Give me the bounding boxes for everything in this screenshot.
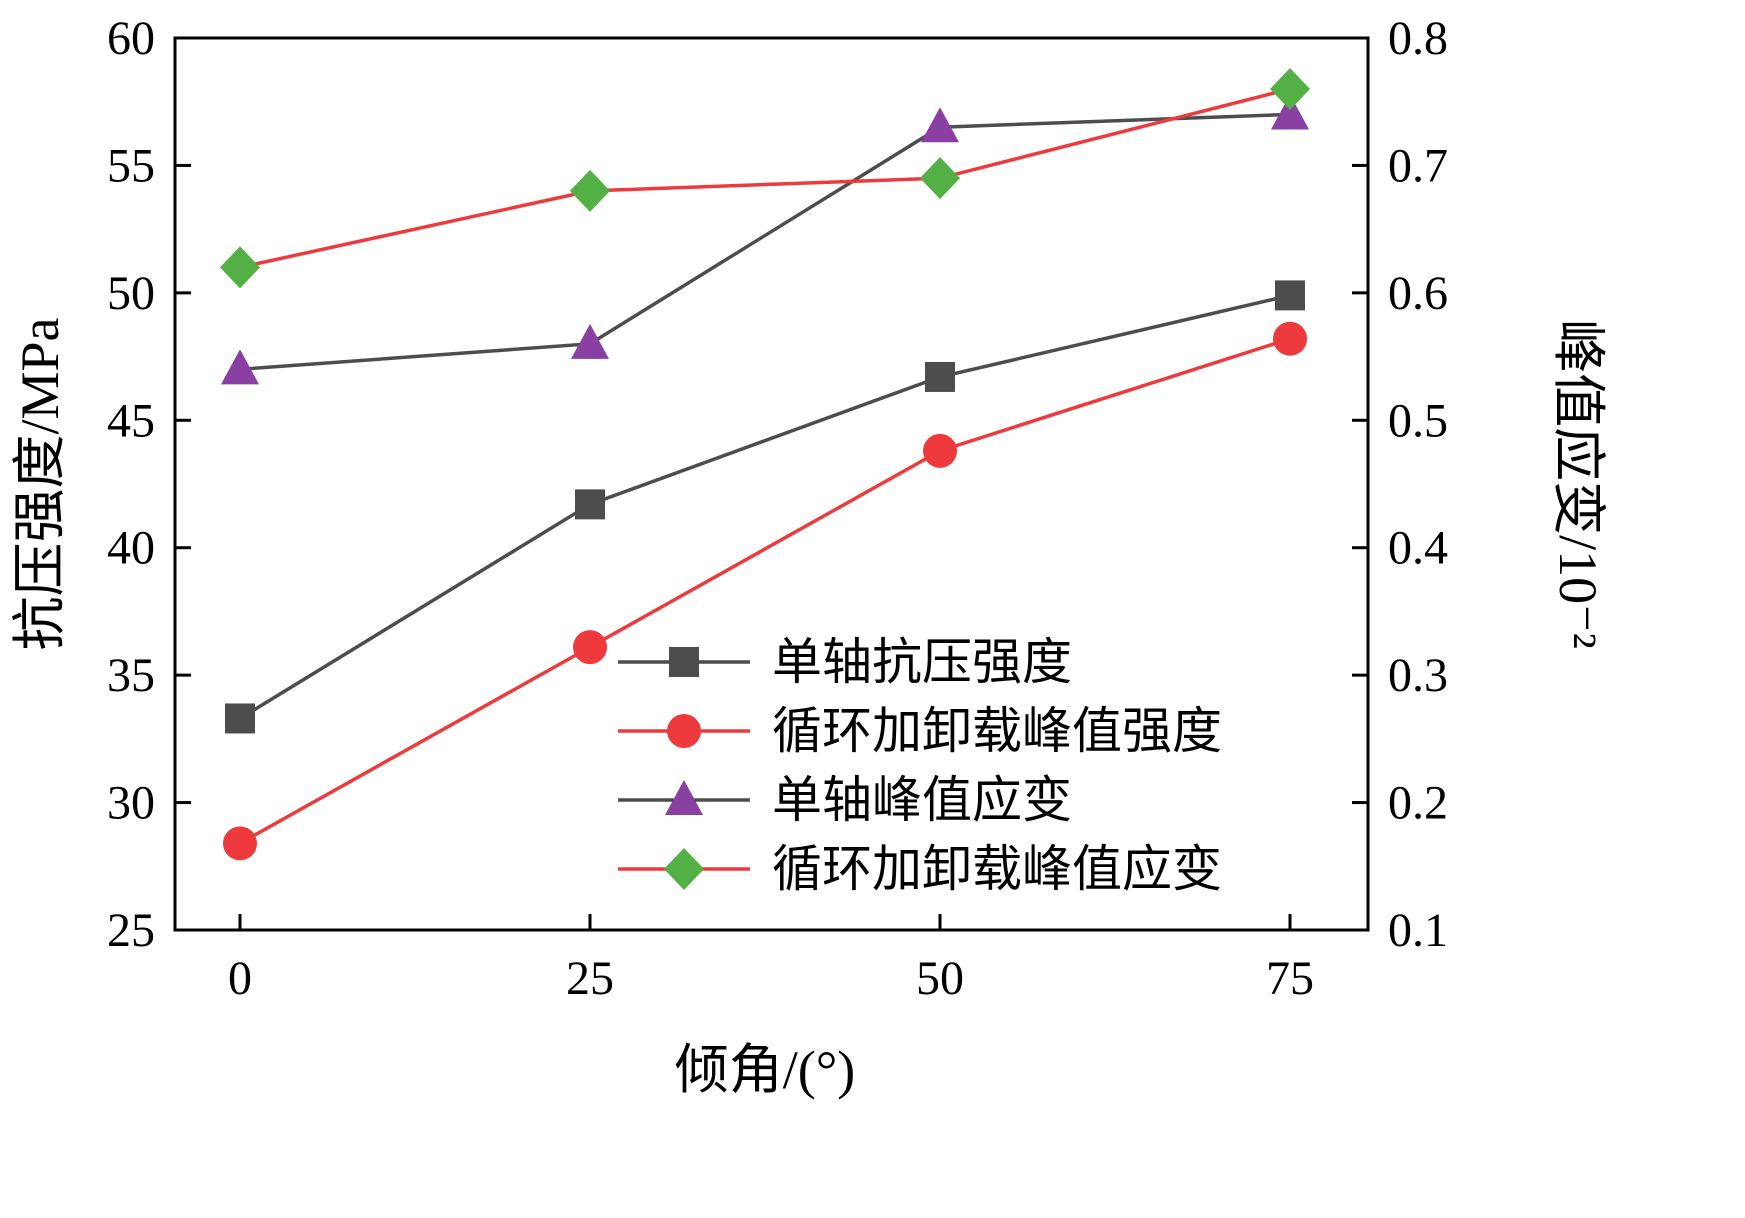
- right-axis-tick-label: 0.6: [1388, 267, 1448, 320]
- diamond-marker: [664, 848, 704, 890]
- right-axis-tick-label: 0.7: [1388, 139, 1448, 192]
- triangle-marker: [571, 323, 609, 359]
- triangle-marker: [1271, 94, 1309, 130]
- legend-label: 单轴峰值应变: [772, 772, 1072, 828]
- left-axis-tick-label: 30: [107, 777, 155, 830]
- diamond-marker: [920, 157, 960, 200]
- plot-frame: [173, 36, 1370, 932]
- x-axis-tick-label: 25: [566, 952, 614, 1005]
- left-axis-tick-label: 35: [107, 649, 155, 702]
- circle-marker: [667, 714, 701, 748]
- triangle-marker: [221, 349, 259, 385]
- circle-marker: [573, 630, 607, 665]
- triangle-marker: [665, 780, 703, 815]
- left-axis-tick-label: 45: [107, 394, 155, 447]
- series-line: [239, 87, 1291, 270]
- left-axis-tick-label: 25: [107, 904, 155, 957]
- legend-label: 单轴抗压强度: [772, 634, 1072, 690]
- diamond-marker: [570, 169, 610, 212]
- right-axis-title: 峰值应变/10⁻²: [1548, 319, 1608, 649]
- right-axis-tick-label: 0.5: [1388, 394, 1448, 447]
- series-line: [239, 112, 1291, 372]
- right-axis-tick-label: 0.8: [1388, 12, 1448, 65]
- diamond-marker: [220, 246, 260, 289]
- right-axis-tick-label: 0.3: [1388, 649, 1448, 702]
- left-axis-tick-label: 40: [107, 522, 155, 575]
- circle-marker: [223, 826, 257, 861]
- square-marker: [1275, 280, 1305, 311]
- x-axis-tick-label: 0: [228, 952, 252, 1005]
- square-marker: [575, 489, 605, 520]
- x-axis-title: 倾角/(°): [675, 1040, 856, 1100]
- square-marker: [225, 703, 255, 734]
- right-axis-tick-label: 0.2: [1388, 777, 1448, 830]
- left-axis-title: 抗压强度/MPa: [10, 317, 70, 650]
- diamond-marker: [1270, 67, 1310, 110]
- right-axis-tick-label: 0.1: [1388, 904, 1448, 957]
- square-marker: [925, 361, 955, 392]
- x-axis-tick-label: 50: [916, 952, 964, 1005]
- left-axis-tick-label: 55: [107, 139, 155, 192]
- legend-label: 循环加卸载峰值强度: [772, 703, 1222, 759]
- left-axis-tick-label: 60: [107, 12, 155, 65]
- series-line: [239, 293, 1291, 720]
- circle-marker: [1273, 321, 1307, 356]
- square-marker: [669, 647, 699, 677]
- right-axis-tick-label: 0.4: [1388, 522, 1448, 575]
- legend-label: 循环加卸载峰值应变: [772, 841, 1222, 897]
- circle-marker: [923, 433, 957, 468]
- series-line: [239, 337, 1291, 845]
- left-axis-tick-label: 50: [107, 267, 155, 320]
- triangle-marker: [921, 107, 959, 143]
- x-axis-tick-label: 75: [1266, 952, 1314, 1005]
